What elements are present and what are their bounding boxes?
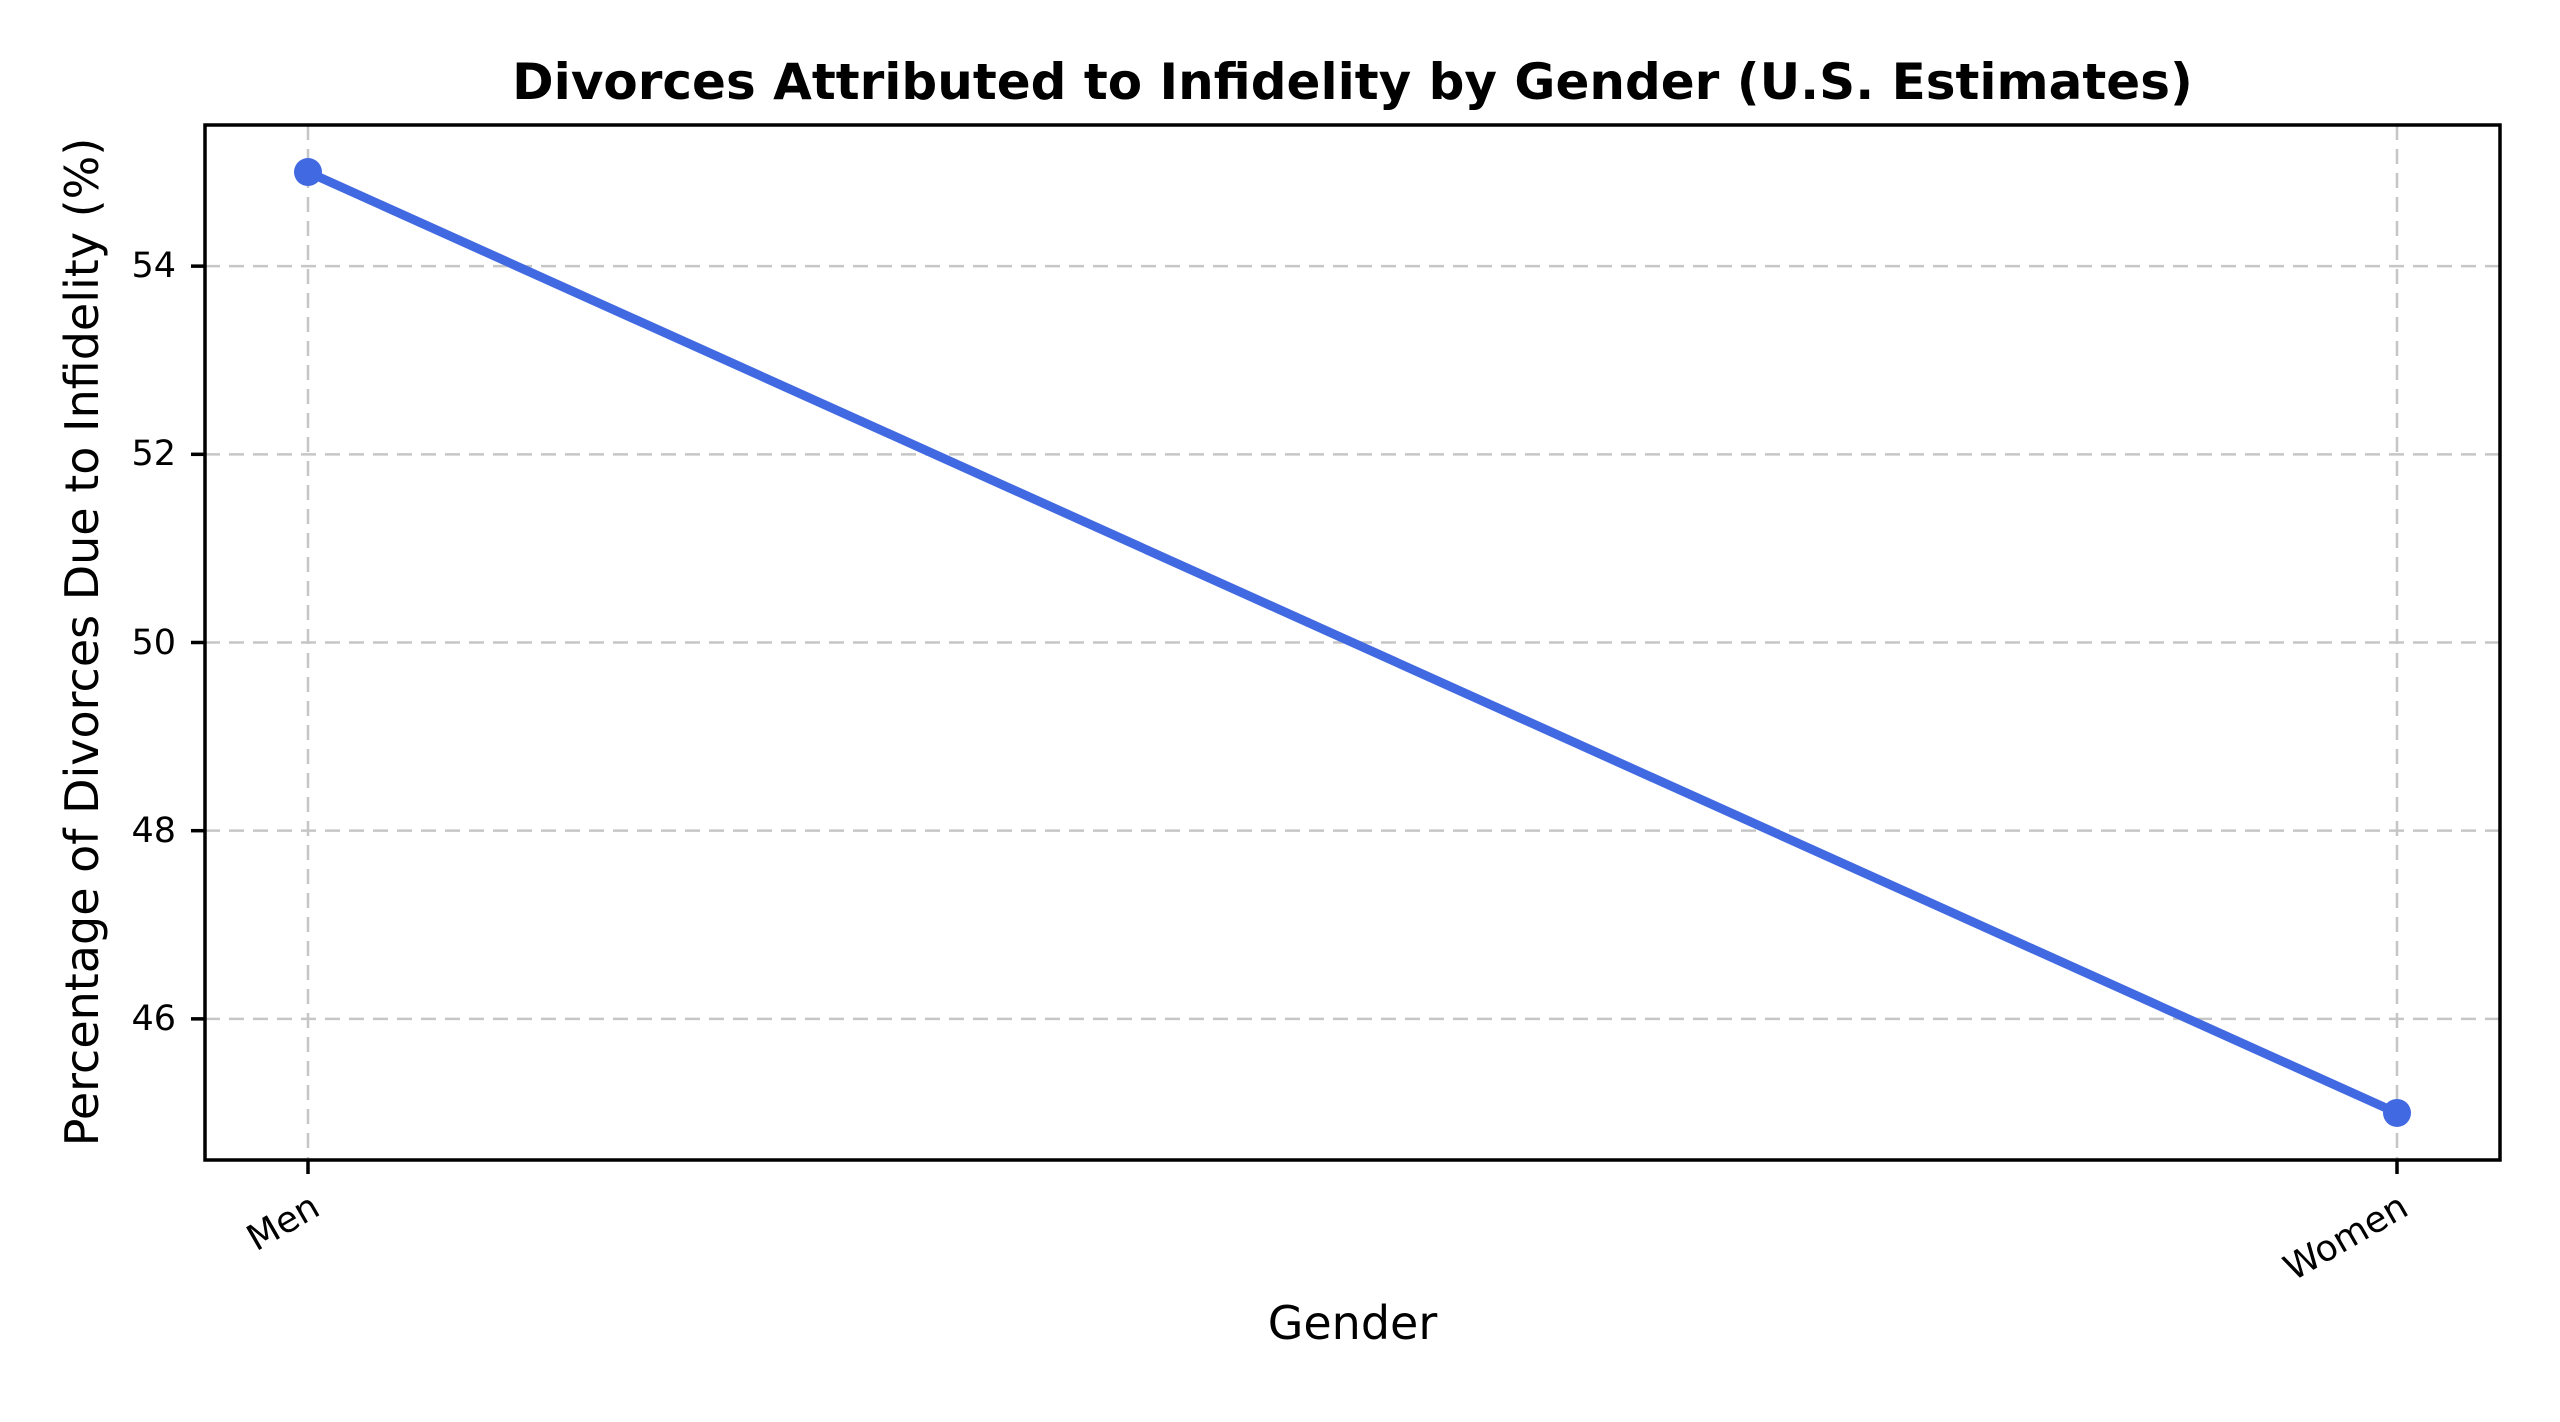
y-tick-label: 46 [131,998,176,1039]
data-point-marker [2383,1098,2411,1127]
x-axis-label: Gender [1267,1296,1438,1350]
chart-title: Divorces Attributed to Infidelity by Gen… [512,53,2193,111]
data-point-marker [294,158,322,187]
y-tick-label: 48 [131,810,176,851]
y-tick-label: 52 [131,434,176,475]
y-tick-label: 54 [131,246,176,287]
y-tick-label: 50 [131,622,176,663]
plot-border [203,123,2502,1162]
data-line [303,167,2402,1118]
